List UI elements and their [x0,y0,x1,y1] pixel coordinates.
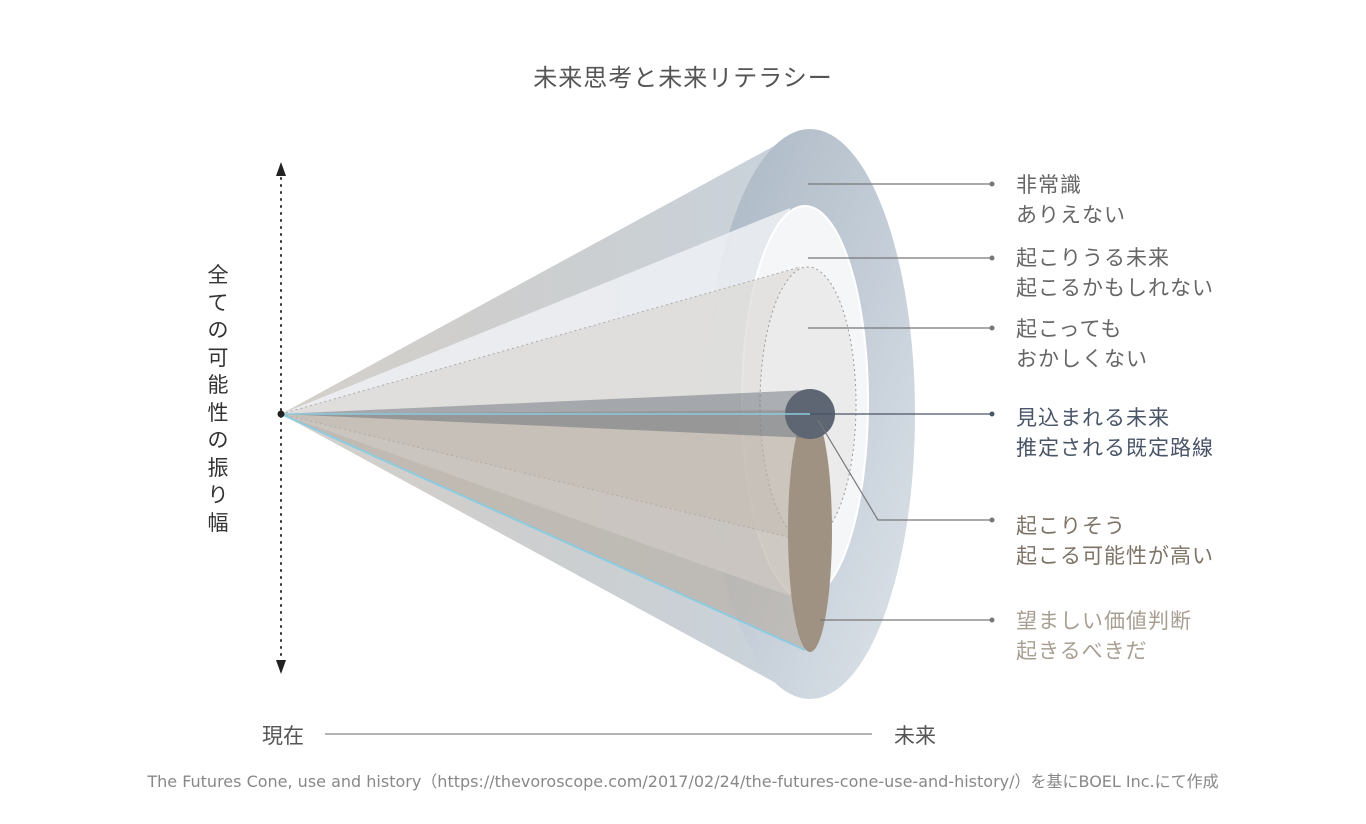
label-plausible: 起こっても おかしくない [1016,317,1148,371]
x-axis-start-label: 現在 [262,724,304,748]
x-axis-end-label: 未来 [894,724,936,748]
label-possible: 起こりうる未来 起こるかもしれない [1016,246,1214,300]
present-point [277,410,285,418]
label-probable: 起こりそう 起こる可能性が高い [1016,514,1214,568]
y-axis-label: 全ての可能性の振り幅 [207,263,229,535]
label-projected: 見込まれる未来 推定される既定路線 [1016,406,1214,460]
arrow-down-icon [276,660,286,674]
label-preposterous: 非常識 ありえない [1016,173,1126,227]
probable-ellipse [788,410,832,652]
probable-cone [281,410,810,652]
label-preferable: 望ましい価値判断 起きるべきだ [1016,609,1192,663]
diagram-title: 未来思考と未来リテラシー [533,64,833,92]
leader-lines [808,183,990,621]
arrow-up-icon [276,162,286,176]
source-credit: The Futures Cone, use and history（https:… [147,772,1219,791]
